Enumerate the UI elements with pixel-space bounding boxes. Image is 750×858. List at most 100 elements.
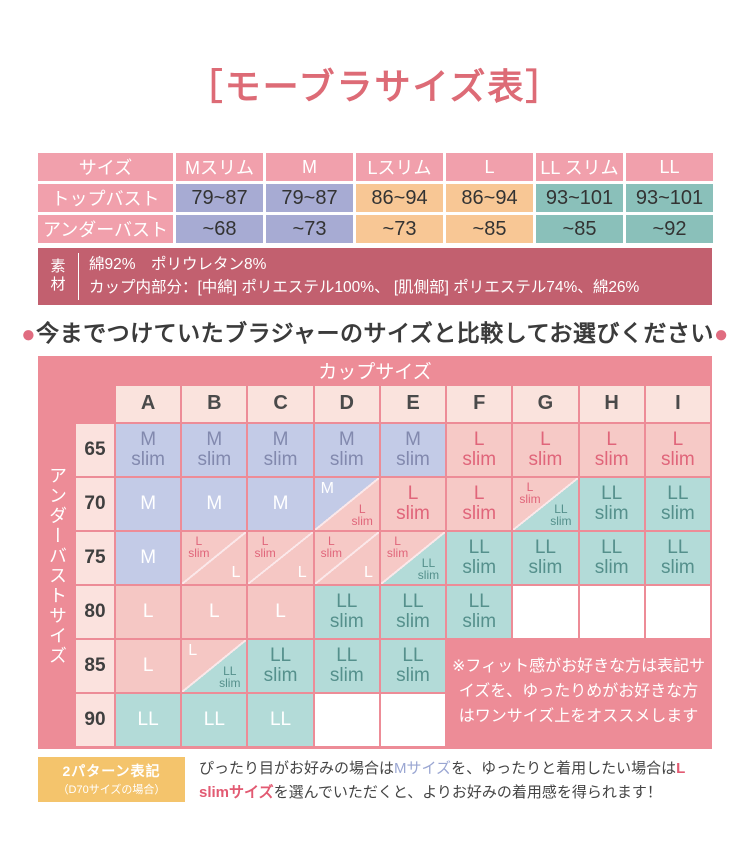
compare-headline: ●今までつけていたブラジャーのサイズと比較してお選びください● xyxy=(0,314,750,349)
cup-column-header: D xyxy=(314,385,379,422)
matrix-cell xyxy=(579,585,644,638)
matrix-cell: M slim xyxy=(248,423,313,476)
matrix-cell: L xyxy=(248,585,313,638)
diagonal-top-left-label: L slim xyxy=(386,533,409,560)
matrix-cell-diagonal: L slim LL slim xyxy=(513,477,578,530)
size-table-cell: 93~101 xyxy=(536,184,623,212)
diagonal-bottom-right-label: L xyxy=(231,563,241,581)
size-table-header-cell: Mスリム xyxy=(176,153,263,181)
matrix-cell: L xyxy=(116,585,181,638)
size-table-header-cell: サイズ xyxy=(38,153,173,181)
bottom-text-size-m: Mサイズ xyxy=(394,759,452,777)
cup-column-header: I xyxy=(645,385,710,422)
material-box: 素 材 綿92% ポリウレタン8% カップ内部分：[中綿] ポリエステル100%… xyxy=(38,248,712,305)
cup-column-header: H xyxy=(579,385,644,422)
cup-column-header: F xyxy=(447,385,512,422)
diagonal-top-left-label: L slim xyxy=(320,533,342,560)
matrix-cell: M slim xyxy=(314,423,379,476)
size-table-row-label: アンダーバスト xyxy=(38,215,173,243)
size-table-header-cell: L xyxy=(446,153,533,181)
matrix-cell: LL slim xyxy=(579,477,644,530)
matrix-cell-diagonal: L LL slim xyxy=(182,639,247,692)
matrix-cell: L slim xyxy=(380,477,446,530)
matrix-cell: LL slim xyxy=(447,531,512,584)
matrix-cell: LL xyxy=(248,693,313,746)
bullet-icon: ● xyxy=(21,321,37,348)
matrix-cell-diagonal: L slim L xyxy=(314,531,379,584)
matrix-cell: M xyxy=(116,531,181,584)
matrix-cell: L slim xyxy=(513,423,578,476)
pattern-badge-title: 2パターン表記 xyxy=(62,762,161,779)
diagonal-top-left-label: M xyxy=(320,479,334,497)
matrix-cell: M slim xyxy=(116,423,181,476)
bottom-text-segment: ぴったり目がお好みの場合は xyxy=(199,759,395,777)
material-label: 素 材 xyxy=(50,258,66,294)
size-table-cell: 86~94 xyxy=(446,184,533,212)
bullet-icon: ● xyxy=(713,321,729,348)
matrix-cell: M slim xyxy=(380,423,446,476)
matrix-cell: LL xyxy=(116,693,181,746)
size-table-cell: 79~87 xyxy=(266,184,353,212)
matrix-cell: L slim xyxy=(579,423,644,476)
size-table-cell: 79~87 xyxy=(176,184,263,212)
matrix-cell: L xyxy=(182,585,247,638)
size-table-cell: ~85 xyxy=(446,215,533,243)
fit-note-box: ※フィット感がお好きな方は表記サ イズを、ゆったりめがお好きな方 はワンサイズ上… xyxy=(447,639,710,746)
material-divider xyxy=(78,253,79,300)
size-table-header-cell: Lスリム xyxy=(356,153,443,181)
underbust-row-header: 85 xyxy=(76,639,114,692)
matrix-cell-diagonal: L slim L xyxy=(182,531,247,584)
diagonal-top-left-label: L xyxy=(188,641,198,659)
size-table-cell: ~73 xyxy=(356,215,443,243)
size-matrix: カップサイズ アンダーバストサイズ A B C D E F G H I 65 M slim M sli… xyxy=(38,355,712,749)
matrix-cell xyxy=(513,585,578,638)
matrix-cell: LL slim xyxy=(645,531,710,584)
size-table-cell: ~73 xyxy=(266,215,353,243)
bottom-text-segment: を、ゆったりと着用したい場合は xyxy=(451,759,677,777)
matrix-cell-diagonal: M L slim xyxy=(314,477,379,530)
matrix-cell: L xyxy=(116,639,181,692)
diagonal-top-left-label: L slim xyxy=(254,533,276,560)
matrix-cell: LL slim xyxy=(447,585,512,638)
underbust-row-header: 90 xyxy=(76,693,114,746)
size-table-header-cell: LL スリム xyxy=(536,153,623,181)
cup-column-header: B xyxy=(182,385,247,422)
cup-column-header: A xyxy=(116,385,181,422)
bottom-text-segment: を選んでいただくと、よりお好みの着用感を得られます！ xyxy=(273,783,662,801)
matrix-cell: M xyxy=(248,477,313,530)
pattern-badge: 2パターン表記 （D70サイズの場合） xyxy=(38,756,185,802)
bottom-note: 2パターン表記 （D70サイズの場合） ぴったり目がお好みの場合はMサイズを、ゆ… xyxy=(38,756,750,805)
size-table-cell: 93~101 xyxy=(626,184,713,212)
size-table: サイズ Mスリム M Lスリム L LL スリム LL トップバスト 79~87 79~87 86… xyxy=(35,150,716,246)
underbust-row-header: 70 xyxy=(76,477,114,530)
diagonal-top-left-label: L slim xyxy=(188,533,210,560)
matrix-cell: M slim xyxy=(182,423,247,476)
material-text: 綿92% ポリウレタン8% カップ内部分：[中綿] ポリエステル100%、 [肌… xyxy=(79,253,639,300)
matrix-cell-diagonal: L slim LL slim xyxy=(380,531,446,584)
size-table-cell: 86~94 xyxy=(356,184,443,212)
matrix-cell: L slim xyxy=(645,423,710,476)
page-title: ［モーブラサイズ表］ xyxy=(186,66,564,107)
matrix-cell: LL slim xyxy=(380,639,446,692)
diagonal-bottom-right-label: LL slim xyxy=(417,555,440,582)
size-table-row: トップバスト 79~87 79~87 86~94 86~94 93~101 93~101 xyxy=(38,184,713,212)
cup-size-header: カップサイズ xyxy=(318,362,432,383)
matrix-cell xyxy=(314,693,379,746)
compare-headline-text: 今までつけていたブラジャーのサイズと比較してお選びください xyxy=(36,320,714,346)
size-table-row: アンダーバスト ~68 ~73 ~73 ~85 ~85 ~92 xyxy=(38,215,713,243)
size-table-header-row: サイズ Mスリム M Lスリム L LL スリム LL xyxy=(38,153,713,181)
size-table-row-label: トップバスト xyxy=(38,184,173,212)
matrix-corner xyxy=(76,386,114,422)
matrix-cell: LL slim xyxy=(380,585,446,638)
cup-column-header: C xyxy=(248,385,313,422)
matrix-cell: LL slim xyxy=(513,531,578,584)
matrix-cell: LL xyxy=(182,693,247,746)
matrix-cell: LL slim xyxy=(314,639,379,692)
matrix-cell: LL slim xyxy=(579,531,644,584)
matrix-cell-diagonal: L slim L xyxy=(248,531,313,584)
matrix-grid: A B C D E F G H I 65 M slim M slim M slim M slim M sli… xyxy=(76,385,710,746)
underbust-row-header: 80 xyxy=(76,585,114,638)
diagonal-bottom-right-label: L slim xyxy=(351,501,373,528)
underbust-size-header: アンダーバストサイズ xyxy=(47,465,67,666)
